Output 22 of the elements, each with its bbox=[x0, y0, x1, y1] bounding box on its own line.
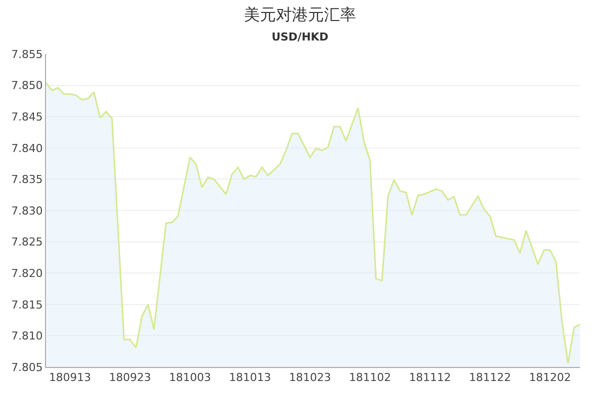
y-tick-label: 7.840 bbox=[11, 142, 43, 155]
y-tick-label: 7.820 bbox=[11, 266, 43, 280]
y-tick-label: 7.810 bbox=[11, 330, 43, 343]
y-tick-label: 7.835 bbox=[11, 173, 43, 186]
x-tick-label: 181013 bbox=[229, 371, 271, 384]
x-tick-label: 180913 bbox=[49, 371, 91, 384]
y-tick-label: 7.830 bbox=[11, 204, 43, 218]
chart-subtitle: USD/HKD bbox=[272, 30, 328, 44]
x-tick-label: 181023 bbox=[289, 371, 331, 384]
x-tick-label: 181202 bbox=[529, 371, 571, 384]
x-tick-label: 180923 bbox=[109, 371, 151, 384]
y-tick-label: 7.805 bbox=[11, 360, 43, 374]
x-tick-label: 181112 bbox=[409, 371, 451, 384]
y-tick-label: 7.815 bbox=[11, 298, 43, 312]
chart-title: 美元对港元汇率 bbox=[244, 4, 356, 24]
x-tick-label: 181003 bbox=[169, 371, 211, 384]
y-tick-label: 7.825 bbox=[11, 236, 43, 249]
y-tick-label: 7.855 bbox=[11, 48, 43, 61]
x-tick-label: 181102 bbox=[349, 371, 391, 384]
y-tick-label: 7.850 bbox=[11, 79, 43, 92]
x-tick-label: 181122 bbox=[469, 371, 511, 384]
y-tick-label: 7.845 bbox=[11, 110, 43, 124]
